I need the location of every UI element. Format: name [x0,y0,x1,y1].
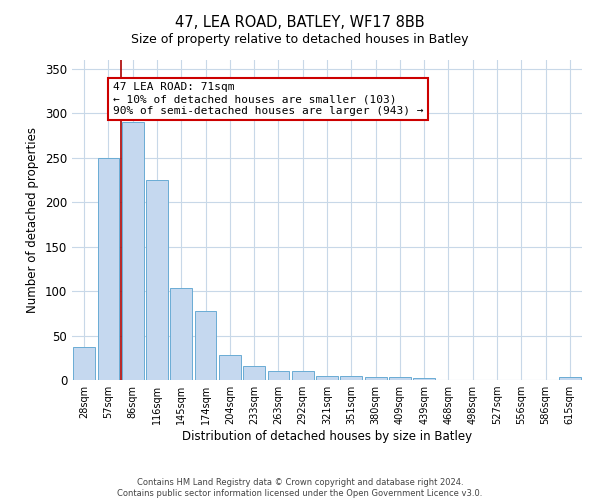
Y-axis label: Number of detached properties: Number of detached properties [26,127,40,313]
Bar [316,376,338,380]
Bar [559,378,581,380]
Bar [146,180,168,380]
X-axis label: Distribution of detached houses by size in Batley: Distribution of detached houses by size … [182,430,472,443]
Bar [340,376,362,380]
Text: Contains HM Land Registry data © Crown copyright and database right 2024.
Contai: Contains HM Land Registry data © Crown c… [118,478,482,498]
Text: 47 LEA ROAD: 71sqm
← 10% of detached houses are smaller (103)
90% of semi-detach: 47 LEA ROAD: 71sqm ← 10% of detached hou… [113,82,424,116]
Bar [170,288,192,380]
Bar [219,355,241,380]
Bar [413,378,435,380]
Bar [122,122,143,380]
Bar [292,371,314,380]
Bar [365,378,386,380]
Text: Size of property relative to detached houses in Batley: Size of property relative to detached ho… [131,32,469,46]
Bar [268,371,289,380]
Text: 47, LEA ROAD, BATLEY, WF17 8BB: 47, LEA ROAD, BATLEY, WF17 8BB [175,15,425,30]
Bar [389,378,411,380]
Bar [194,310,217,380]
Bar [97,158,119,380]
Bar [243,366,265,380]
Bar [73,347,95,380]
